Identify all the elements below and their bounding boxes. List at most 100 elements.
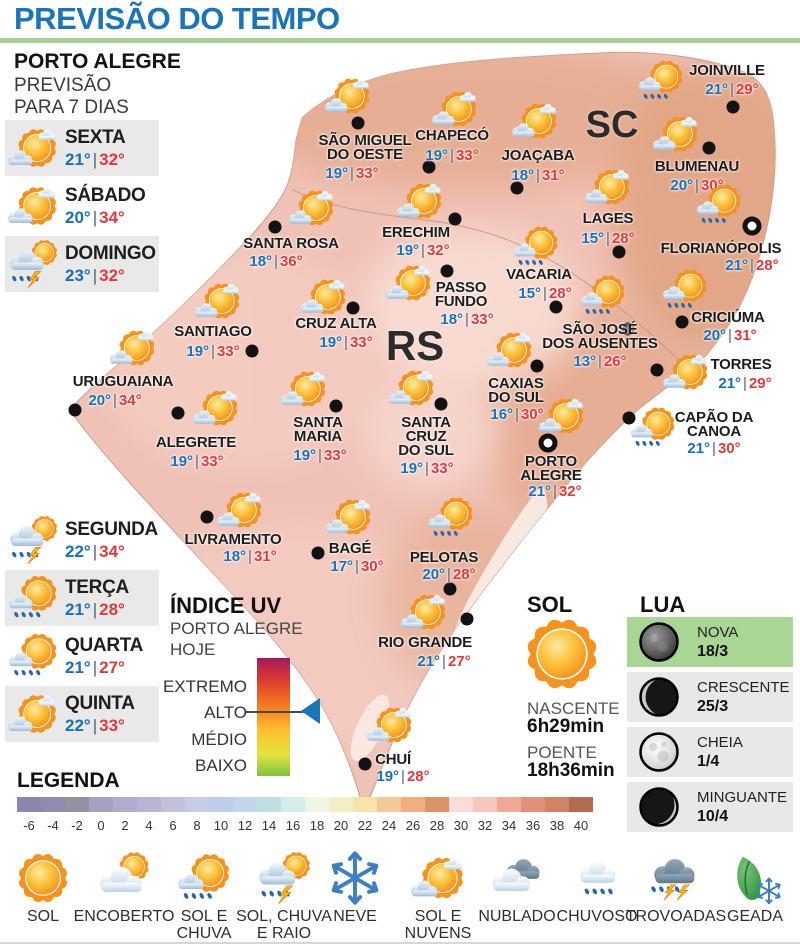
temp-separator: | (598, 353, 602, 370)
city-marker-lages (612, 245, 626, 259)
temp-min: 21° (687, 440, 711, 457)
forecast-panel-subtitle: PREVISÃO (14, 75, 112, 96)
city-temp-pelotas: 20° | 28° (422, 566, 475, 583)
temp-max: 28° (548, 285, 572, 302)
sol-e-nuvens-icon (506, 97, 564, 145)
city-label-santa-cruz-do-sul: SANTA CRUZ DO SUL (398, 414, 454, 459)
temp-min: 13° (573, 353, 597, 370)
temp-separator: | (465, 311, 469, 328)
temp-min: 15° (581, 230, 605, 247)
legend-scale-value: 2 (121, 818, 129, 833)
bottom-rule (0, 942, 800, 944)
city-temp-porto-alegre: 21° | 32° (528, 483, 581, 500)
temp-min: 18° (223, 548, 247, 565)
sol-e-chuva-icon (507, 223, 565, 271)
forecast-day-ter-a: TERÇA 21° | 28° (5, 570, 159, 626)
forecast-day-quarta: QUARTA 21° | 27° (5, 628, 159, 684)
city-marker-blumenau (702, 141, 716, 155)
city-temp-caxias-do-sul: 16° | 30° (490, 406, 543, 423)
legend-scale-segment (65, 797, 89, 812)
legend-scale-value: 26 (405, 818, 421, 833)
legend-scale-value: 28 (429, 818, 445, 833)
temperature-scale-values: -6 -4 -2 0 2 4 6 8 10 12 14 16 18 20 22 24 26 28 30 32 34 36 3… (17, 818, 593, 833)
temp-max: 28° (452, 566, 476, 583)
temp-separator: | (344, 334, 348, 351)
temp-separator: | (730, 81, 734, 98)
temp-max: 26° (603, 353, 627, 370)
legend-encoberto-icon (96, 850, 152, 906)
legend-trovoadas-icon (648, 850, 704, 906)
temp-separator: | (92, 715, 98, 735)
city-marker-uruguaiana (68, 403, 82, 417)
city-marker-passo-fundo (440, 264, 454, 278)
sol-e-nuvens-icon (383, 364, 441, 412)
temp-min: 21° (65, 657, 91, 677)
temp-max: 33° (455, 147, 479, 164)
day-text: SEXTA 21° | 32° (65, 126, 126, 170)
day-temperatures: 21° | 27° (65, 658, 143, 678)
city-label-alegrete: ALEGRETE (155, 434, 237, 451)
temp-min: 19° (325, 165, 349, 182)
moon-text: MINGUANTE 10/4 (697, 789, 787, 826)
city-label-blumenau: BLUMENAU (654, 158, 740, 175)
day-name: QUINTA (65, 692, 135, 714)
sol-e-nuvens-icon (275, 365, 333, 413)
day-name: DOMINGO (65, 242, 156, 264)
temp-min: 19° (170, 453, 194, 470)
day-text: SÁBADO 20° | 34° (65, 185, 146, 228)
temp-min: 20° (703, 327, 727, 344)
legend-scale-value: 6 (169, 818, 177, 833)
legend-scale-segment (329, 797, 353, 812)
city-temp-livramento: 18° | 31° (223, 548, 276, 565)
city-label-pelotas: PELOTAS (409, 549, 479, 566)
temp-min: 21° (65, 149, 91, 169)
legend-scale-segment (185, 797, 209, 812)
sol-e-chuva-icon (690, 181, 748, 229)
city-label-uruguaiana: URUGUAIANA (72, 373, 174, 390)
city-label-caxias-do-sul: CAXIAS DO SUL (488, 375, 544, 406)
temp-min: 20° (88, 392, 112, 409)
city-label-erechim: ERECHIM (382, 224, 450, 241)
temp-separator: | (536, 167, 540, 184)
temp-min: 20° (65, 207, 91, 227)
city-temp-erechim: 19° | 32° (396, 242, 449, 259)
legend-icon-label: ENCOBERTO (73, 908, 175, 925)
legend-scale-segment (17, 797, 41, 812)
temp-separator: | (450, 147, 454, 164)
temp-separator: | (92, 207, 98, 227)
city-marker-erechim (448, 212, 462, 226)
legend-icon-label: SOL (26, 908, 60, 925)
legend-scale-segment (137, 797, 161, 812)
moon-minguante-icon (638, 786, 680, 828)
temp-max: 33° (470, 311, 494, 328)
temp-max: 33° (349, 334, 373, 351)
temp-max: 29° (748, 375, 772, 392)
temp-min: 17° (330, 558, 354, 575)
temp-max: 33° (216, 343, 240, 360)
moon-phase-name: CRESCENTE (697, 678, 790, 696)
temp-max: 31° (541, 167, 565, 184)
moon-phase-list: NOVA 18/3 CRESCENTE 25/3 CHEIA 1/4 MINGUANTE 10… (627, 617, 793, 837)
sol-e-nuvens-icon (391, 177, 449, 225)
legend-scale-value: 20 (333, 818, 349, 833)
temp-separator: | (442, 653, 446, 670)
day-name: SEXTA (65, 126, 126, 148)
legend-scale-segment (209, 797, 233, 812)
temp-separator: | (92, 541, 98, 561)
legend-icon-label: SOL E NUVENS (404, 908, 472, 942)
city-label-cruz-alta: CRUZ ALTA (295, 315, 377, 332)
legend-scale-segment (569, 797, 593, 812)
temp-max: 32° (99, 265, 125, 285)
city-label-santa-maria: SANTA MARIA (293, 414, 343, 445)
legend-scale-value: 4 (145, 818, 153, 833)
forecast-days-group-2: SEGUNDA 22° | 34° TERÇA 21° | 28° QUARTA 21° | 27° Q… (5, 512, 159, 744)
temp-max: 31° (733, 327, 757, 344)
temp-min: 18° (249, 253, 273, 270)
temp-min: 23° (65, 265, 91, 285)
sol-e-chuva-icon (7, 630, 59, 682)
uv-level-m-dio: MÉDIO (191, 730, 247, 749)
city-marker-chapec (422, 160, 436, 174)
legend-nublado-icon (489, 850, 545, 906)
forecast-day-quinta: QUINTA 22° | 33° (5, 686, 159, 742)
uv-index-city: PORTO ALEGRE (170, 619, 303, 638)
